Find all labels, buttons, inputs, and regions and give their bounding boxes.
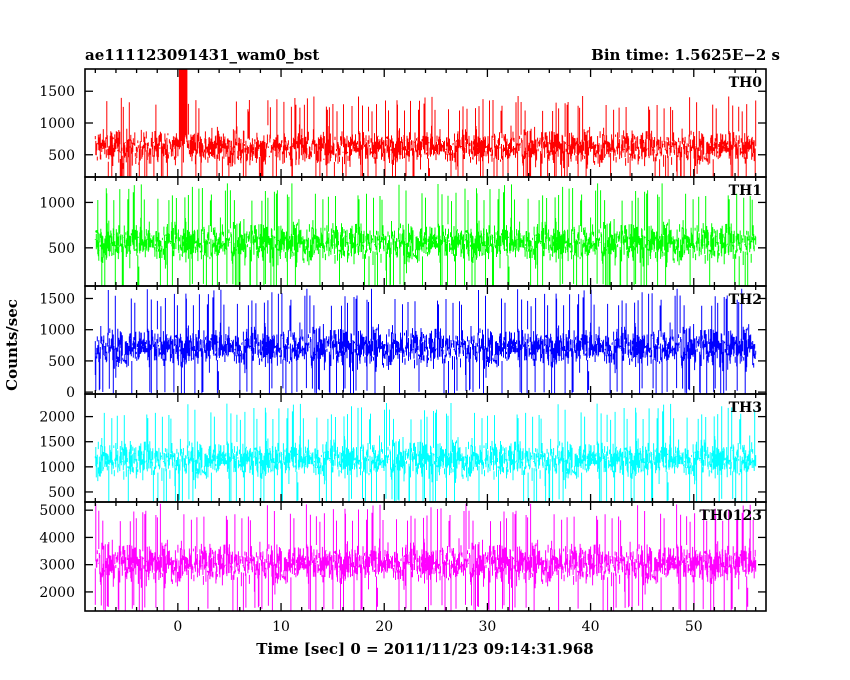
panel-label: TH1 [729,183,762,199]
panels-group: TH050010001500TH15001000TH2050010001500T… [39,68,767,612]
x-axis-label: Time [sec] 0 = 2011/11/23 09:14:31.968 [256,640,593,658]
y-tick-label: 3000 [39,558,75,574]
panel-label: TH2 [729,292,762,308]
y-tick-label: 5000 [39,503,75,519]
y-tick-label: 1500 [39,84,75,100]
y-tick-label: 1000 [39,116,75,132]
panel-label: TH0 [729,75,763,91]
panel-label: TH0123 [699,508,762,524]
panel-label: TH3 [729,400,762,416]
y-tick-label: 1000 [39,323,75,339]
y-tick-label: 4000 [39,530,75,546]
y-tick-label: 500 [48,485,75,501]
y-tick-label: 1000 [39,460,75,476]
x-tick-label: 50 [685,619,703,635]
x-tick-label: 30 [478,619,496,635]
y-tick-label: 0 [66,385,75,401]
x-tick-labels: 0 10 20 30 40 50 [173,619,702,635]
series-trace-th1 [94,183,757,286]
series-trace-th2 [94,288,757,394]
x-tick-label: 0 [173,619,182,635]
panel-th0123: TH0123 2000 3000 4000 5000 [39,501,767,612]
series-trace-th0 [94,69,757,177]
panel-th2: TH2 0 500 1000 1500 [39,285,767,401]
y-tick-label: 500 [48,148,75,164]
series-trace-th0123 [94,503,757,611]
y-tick-label: 2000 [39,410,75,426]
panel-th3: TH3 500 1000 1500 2000 [39,393,767,503]
series-trace-th3 [94,403,757,502]
bin-time-label: Bin time: 1.5625E−2 s [591,46,780,64]
y-tick-label: 1500 [39,291,75,307]
y-tick-label: 1000 [39,195,75,211]
x-tick-label: 20 [375,619,393,635]
panel-th1: TH1 500 1000 [39,176,767,287]
panel-th0: TH0 500 1000 1500 [39,68,767,178]
chart-title: ae111123091431_wam0_bst [85,46,319,64]
x-tick-label: 10 [272,619,290,635]
y-tick-label: 1500 [39,435,75,451]
y-tick-label: 2000 [39,585,75,601]
y-tick-label: 500 [48,354,75,370]
y-tick-label: 500 [48,241,75,257]
y-axis-label: Counts/sec [3,299,21,391]
x-tick-label: 40 [582,619,600,635]
